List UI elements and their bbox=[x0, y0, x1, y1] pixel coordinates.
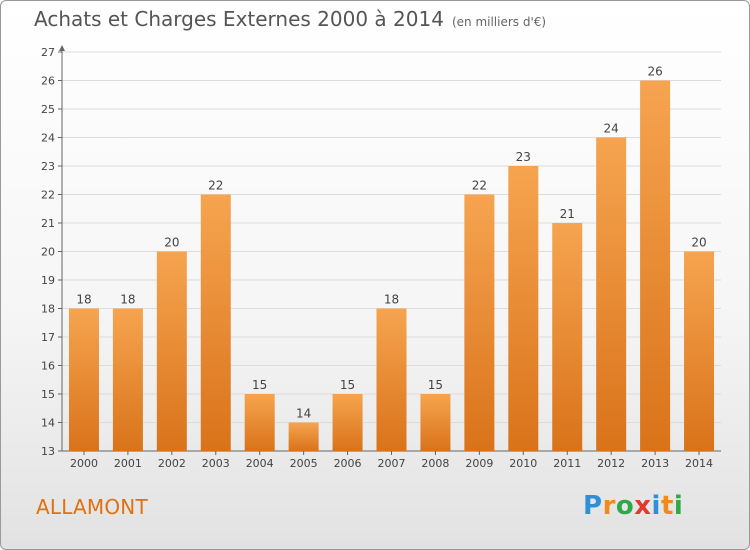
x-tick-label: 2011 bbox=[553, 457, 581, 470]
bar-value-label: 18 bbox=[384, 293, 399, 307]
chart-title: Achats et Charges Externes 2000 à 2014 (e… bbox=[34, 7, 546, 31]
bar-value-label: 23 bbox=[516, 150, 531, 164]
chart-title-text: Achats et Charges Externes 2000 à 2014 bbox=[34, 7, 444, 31]
x-tick-label: 2009 bbox=[465, 457, 493, 470]
bar bbox=[552, 223, 583, 451]
y-tick-label: 27 bbox=[41, 46, 55, 59]
bar-value-label: 14 bbox=[296, 407, 311, 421]
y-tick-label: 21 bbox=[41, 217, 55, 230]
bar bbox=[640, 80, 671, 451]
unit-label: (en milliers d'€) bbox=[451, 15, 547, 29]
y-tick-label: 20 bbox=[41, 246, 55, 259]
bar bbox=[508, 166, 539, 451]
bar-value-label: 18 bbox=[76, 293, 91, 307]
bar-value-label: 20 bbox=[691, 236, 706, 250]
logo-letter: i bbox=[651, 491, 661, 521]
bar bbox=[376, 308, 407, 451]
bar-value-label: 22 bbox=[472, 179, 487, 193]
y-tick-label: 26 bbox=[41, 75, 55, 88]
y-tick-label: 22 bbox=[41, 189, 55, 202]
logo-letter: P bbox=[583, 491, 603, 521]
bar bbox=[332, 394, 363, 451]
bar-value-label: 22 bbox=[208, 179, 223, 193]
bar bbox=[244, 394, 275, 451]
bar bbox=[420, 394, 451, 451]
bar-value-label: 20 bbox=[164, 236, 179, 250]
proxiti-logo[interactable]: Proxiti bbox=[583, 491, 683, 521]
logo-letter: o bbox=[615, 491, 635, 521]
x-tick-label: 2013 bbox=[641, 457, 669, 470]
bar bbox=[200, 194, 231, 451]
bar bbox=[288, 422, 319, 451]
x-tick-label: 2014 bbox=[685, 457, 713, 470]
bar bbox=[68, 308, 99, 451]
x-tick-label: 2000 bbox=[70, 457, 98, 470]
bar bbox=[596, 137, 627, 451]
y-tick-label: 16 bbox=[41, 360, 55, 373]
bar bbox=[156, 251, 187, 451]
y-axis-arrow bbox=[59, 45, 65, 51]
bar bbox=[684, 251, 715, 451]
y-tick-label: 25 bbox=[41, 103, 55, 116]
y-tick-label: 24 bbox=[41, 132, 55, 145]
bar-value-label: 24 bbox=[604, 122, 619, 136]
bar-value-label: 15 bbox=[252, 378, 267, 392]
x-tick-label: 2007 bbox=[378, 457, 406, 470]
bar bbox=[464, 194, 495, 451]
x-tick-label: 2002 bbox=[158, 457, 186, 470]
y-tick-label: 14 bbox=[41, 417, 55, 430]
x-tick-label: 2012 bbox=[597, 457, 625, 470]
logo-letter: t bbox=[660, 491, 674, 521]
y-tick-label: 18 bbox=[41, 303, 55, 316]
bar-value-label: 15 bbox=[340, 378, 355, 392]
x-tick-label: 2010 bbox=[509, 457, 537, 470]
x-tick-label: 2005 bbox=[290, 457, 318, 470]
bar-value-label: 15 bbox=[428, 378, 443, 392]
y-tick-label: 17 bbox=[41, 331, 55, 344]
x-tick-label: 2004 bbox=[246, 457, 274, 470]
y-tick-label: 19 bbox=[41, 274, 55, 287]
logo-letter: i bbox=[673, 491, 684, 521]
x-tick-label: 2008 bbox=[421, 457, 449, 470]
bar-value-label: 18 bbox=[120, 293, 135, 307]
bar-value-label: 26 bbox=[647, 65, 662, 79]
x-tick-label: 2001 bbox=[114, 457, 142, 470]
bar-value-label: 21 bbox=[560, 207, 575, 221]
y-tick-label: 13 bbox=[41, 445, 55, 458]
logo-letter: r bbox=[602, 491, 616, 521]
bar bbox=[112, 308, 143, 451]
x-tick-label: 2003 bbox=[202, 457, 230, 470]
y-tick-label: 15 bbox=[41, 388, 55, 401]
y-tick-label: 23 bbox=[41, 160, 55, 173]
commune-name: ALLAMONT bbox=[36, 495, 148, 519]
x-tick-label: 2006 bbox=[334, 457, 362, 470]
logo-letter: x bbox=[634, 491, 652, 521]
